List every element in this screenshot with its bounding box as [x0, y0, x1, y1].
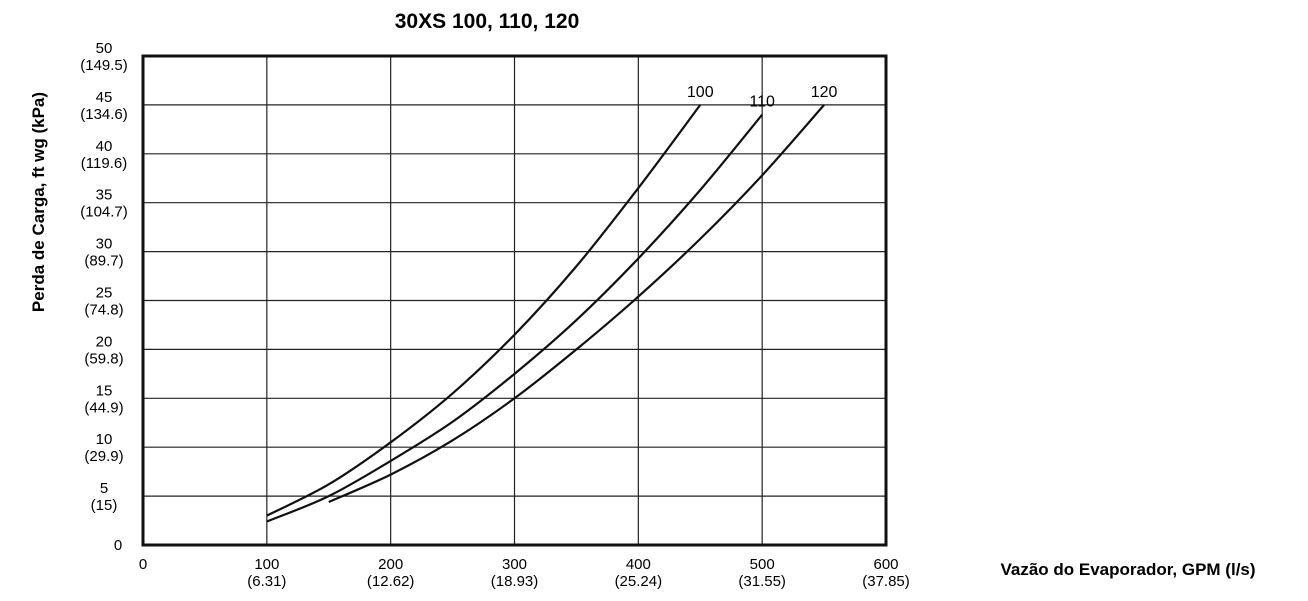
- x-tick-label: 600: [873, 556, 898, 573]
- x-tick-sublabel: (12.62): [367, 573, 415, 590]
- x-tick-labels: 0 100(6.31) 200(12.62) 300(18.93) 400(25.24)…: [139, 556, 910, 590]
- y-tick-sublabel: (59.8): [84, 350, 123, 367]
- y-tick-sublabel: (74.8): [84, 302, 123, 319]
- x-tick-sublabel: (25.24): [615, 573, 663, 590]
- y-tick-sublabel: (134.6): [80, 106, 128, 123]
- y-tick-label: 5: [100, 480, 108, 497]
- x-tick-label: 100: [254, 556, 279, 573]
- y-tick-label: 25: [96, 285, 113, 302]
- y-tick-label: 15: [96, 382, 113, 399]
- y-tick-labels: 0 5(15) 10(29.9) 15(44.9) 20(59.8) 25(74.8) 30…: [80, 40, 128, 554]
- x-tick-sublabel: (31.55): [738, 573, 786, 590]
- y-tick-sublabel: (29.9): [84, 448, 123, 465]
- y-tick-label: 40: [96, 138, 113, 155]
- series-line-120: [328, 104, 825, 503]
- x-tick-label: 400: [626, 556, 651, 573]
- x-tick-sublabel: (6.31): [247, 573, 286, 590]
- series-label-100: 100: [687, 84, 714, 101]
- y-tick-label: 10: [96, 431, 113, 448]
- series-label-120: 120: [811, 84, 838, 101]
- y-tick-sublabel: (15): [91, 497, 118, 514]
- series-line-100: [266, 104, 702, 517]
- series-label-110: 110: [749, 94, 775, 111]
- y-tick-label: 30: [96, 236, 113, 253]
- y-tick-sublabel: (119.6): [81, 155, 127, 172]
- y-tick-label: 20: [96, 333, 113, 350]
- x-tick-label: 300: [502, 556, 527, 573]
- x-tick-sublabel: (37.85): [862, 573, 910, 590]
- y-tick-sublabel: (44.9): [84, 399, 123, 416]
- chart-title: 30XS 100, 110, 120: [395, 10, 580, 33]
- plot-frame: [141, 54, 888, 547]
- y-axis-title: Perda de Carga, ft wg (kPa): [29, 92, 48, 312]
- x-tick-label: 500: [750, 556, 775, 573]
- y-tick-sublabel: (104.7): [80, 204, 128, 221]
- y-tick-label: 35: [96, 187, 113, 204]
- y-tick-label: 45: [96, 89, 113, 106]
- x-tick-label: 0: [139, 556, 147, 573]
- y-tick-sublabel: (89.7): [84, 253, 123, 270]
- series-line-110: [266, 113, 764, 523]
- x-tick-sublabel: (18.93): [491, 573, 539, 590]
- y-tick-sublabel: (149.5): [80, 57, 128, 74]
- series-lines: [266, 104, 825, 523]
- x-axis-title: Vazão do Evaporador, GPM (l/s): [1000, 560, 1255, 579]
- x-tick-label: 200: [378, 556, 403, 573]
- grid-lines: [143, 56, 886, 545]
- y-tick-label: 50: [96, 40, 113, 57]
- series-labels: 100 110 120: [687, 84, 838, 111]
- y-tick-label: 0: [114, 537, 122, 554]
